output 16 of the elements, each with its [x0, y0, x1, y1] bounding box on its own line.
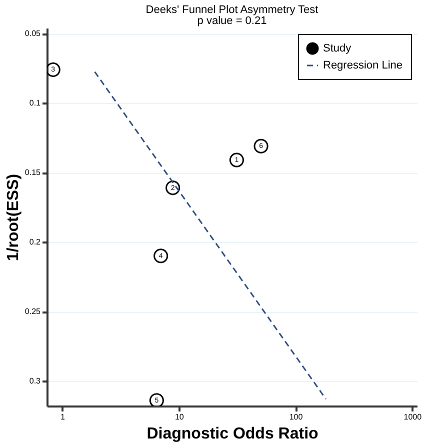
chart-title: Deeks' Funnel Plot Asymmetry Test	[146, 4, 318, 16]
y-tick-label: 0.3	[29, 376, 42, 386]
x-tick-label: 1000	[404, 412, 422, 422]
y-tick-label: 0.25	[24, 307, 42, 316]
legend-label: Regression Line	[323, 60, 402, 72]
y-tick-label: 0.2	[29, 238, 42, 247]
chart-subtitle: p value = 0.21	[197, 15, 267, 27]
legend-label: Study	[323, 42, 352, 54]
x-axis-title: Diagnostic Odds Ratio	[146, 426, 319, 442]
x-tick-label: 1	[60, 412, 66, 422]
y-tick-label: 0.15	[24, 168, 42, 178]
x-tick-label: 100	[289, 412, 304, 422]
y-tick-label: 0.05	[24, 29, 42, 38]
x-tick-label: 10	[174, 412, 184, 422]
y-axis-title: 1/root(ESS)	[4, 174, 22, 262]
y-tick-label: 0.1	[29, 98, 42, 108]
